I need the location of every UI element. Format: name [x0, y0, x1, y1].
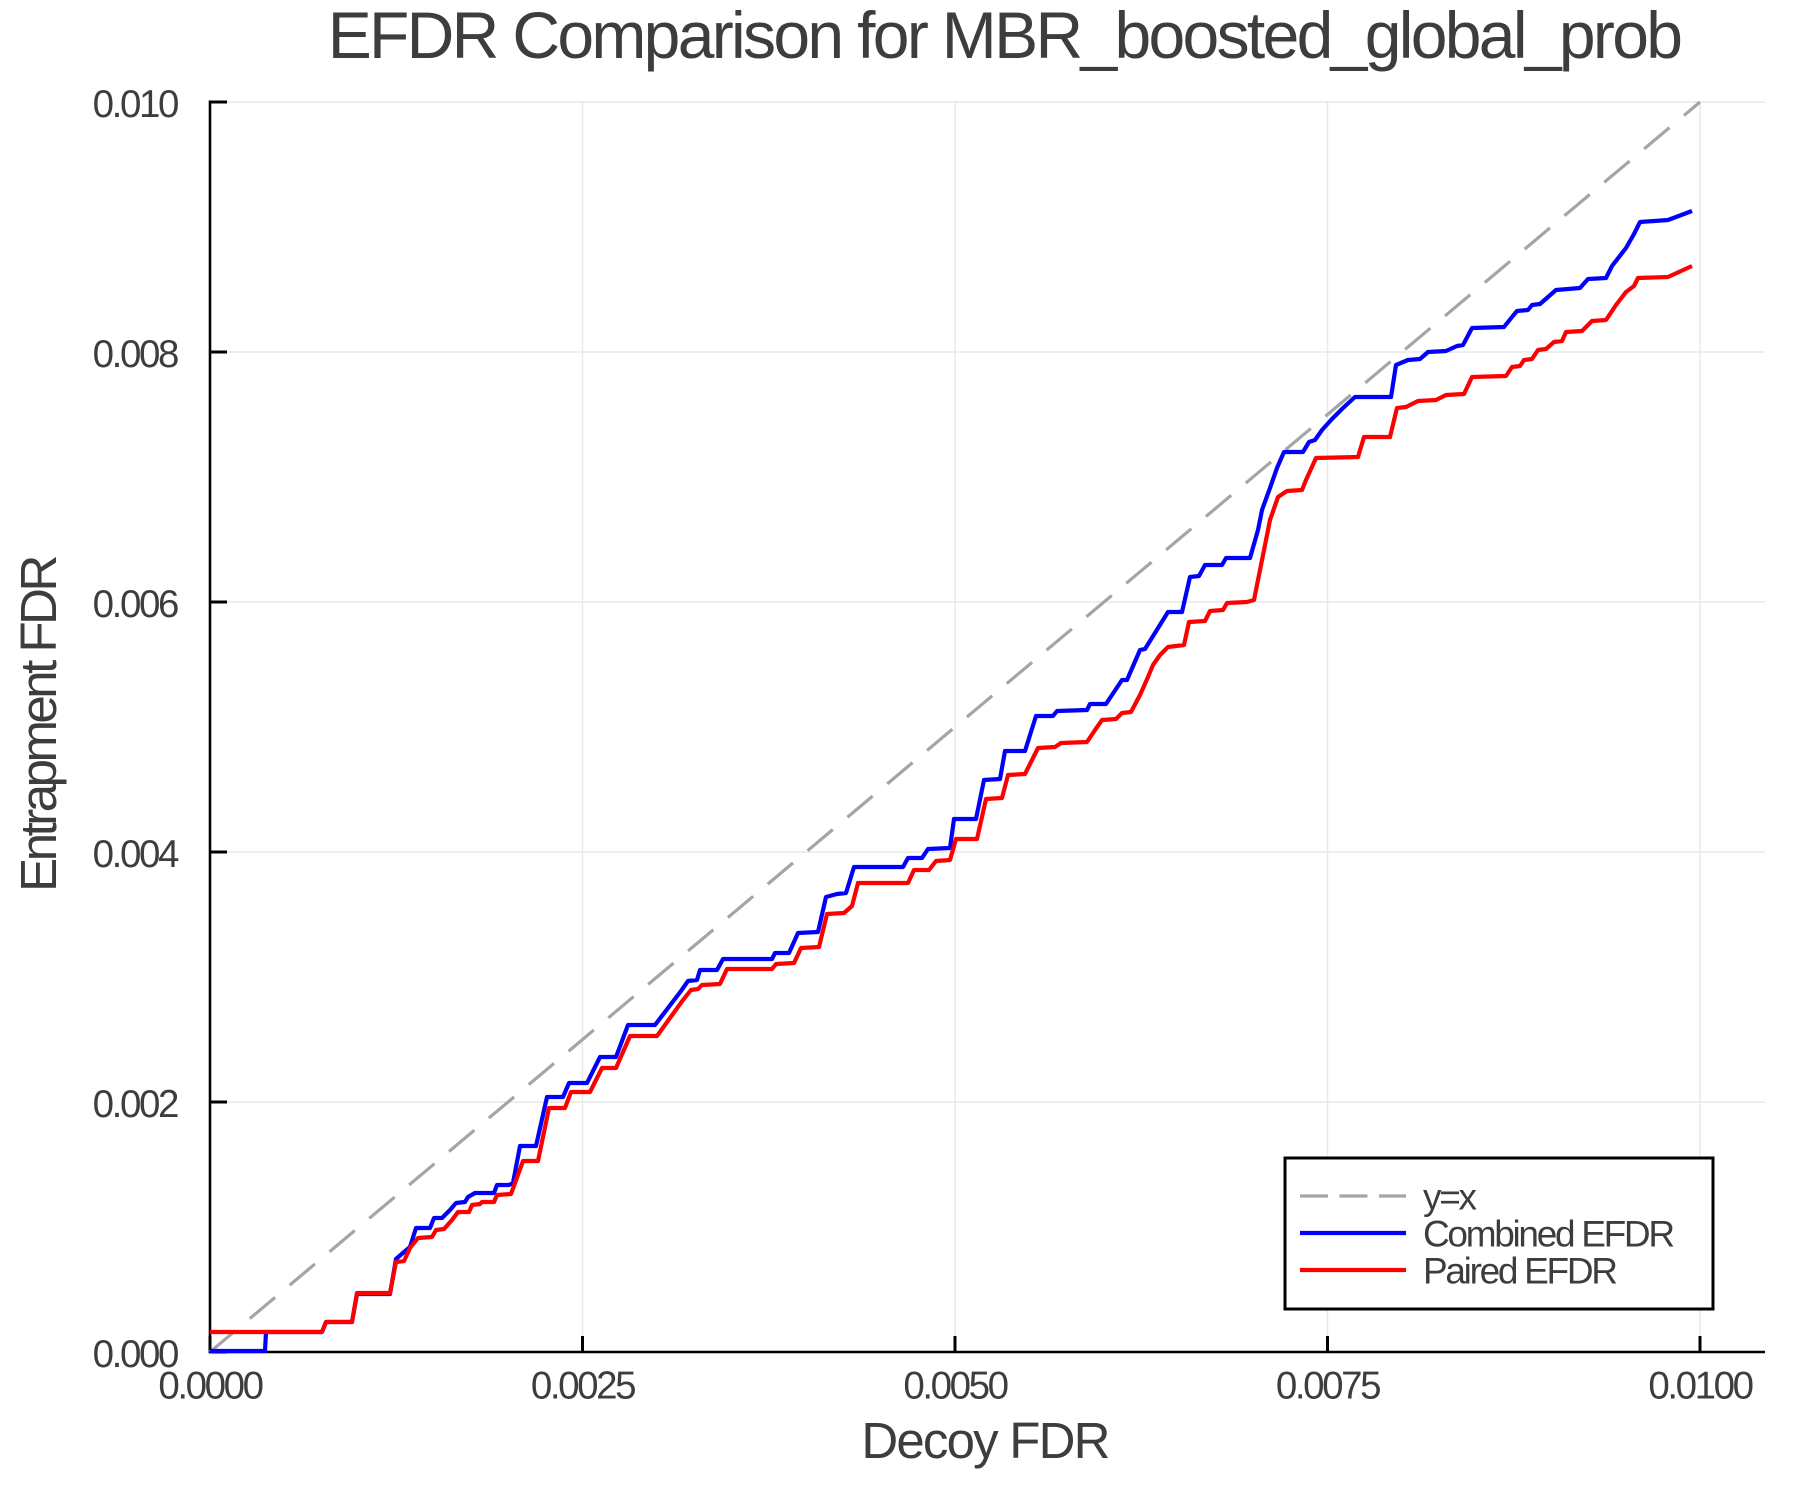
svg-text:0.002: 0.002 [93, 1083, 178, 1126]
svg-text:EFDR Comparison for MBR_booste: EFDR Comparison for MBR_boosted_global_p… [328, 0, 1681, 72]
svg-text:0.0100: 0.0100 [1648, 1365, 1752, 1408]
svg-text:0.010: 0.010 [93, 83, 178, 126]
svg-text:0.006: 0.006 [93, 583, 178, 626]
svg-text:0.004: 0.004 [93, 833, 179, 876]
svg-text:0.008: 0.008 [93, 333, 178, 376]
svg-text:Decoy FDR: Decoy FDR [861, 1412, 1108, 1469]
svg-text:Combined EFDR: Combined EFDR [1423, 1214, 1673, 1255]
svg-text:0.0000: 0.0000 [158, 1365, 262, 1408]
svg-text:0.0075: 0.0075 [1276, 1365, 1380, 1408]
svg-text:0.000: 0.000 [93, 1333, 178, 1376]
svg-text:0.0050: 0.0050 [903, 1365, 1007, 1408]
svg-text:y=x: y=x [1423, 1177, 1478, 1218]
svg-text:0.0025: 0.0025 [531, 1365, 635, 1408]
svg-text:Entrapment FDR: Entrapment FDR [10, 557, 67, 892]
svg-text:Paired EFDR: Paired EFDR [1423, 1251, 1616, 1292]
